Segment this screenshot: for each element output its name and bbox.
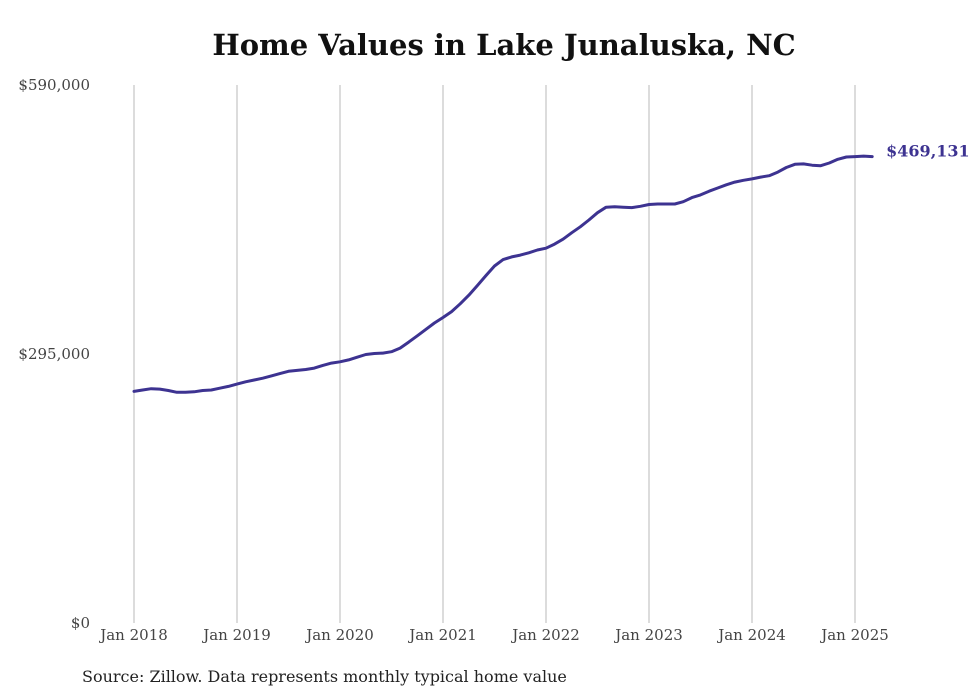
home-value-line [132,154,874,394]
x-tick-label: Jan 2023 [613,626,683,644]
x-tick-label: Jan 2025 [819,626,889,644]
x-axis-ticks: Jan 2018 Jan 2019 Jan 2020 Jan 2021 Jan 2022… [98,626,889,644]
y-tick-label: $590,000 [18,76,90,94]
x-tick-label: Jan 2020 [304,626,374,644]
x-tick-label: Jan 2019 [201,626,271,644]
y-axis-ticks: $0 $295,000 $590,000 [18,76,90,632]
y-tick-label: $0 [71,614,90,632]
x-tick-label: Jan 2018 [98,626,168,644]
vertical-gridlines [133,85,856,623]
x-tick-label: Jan 2024 [716,626,786,644]
chart-title: Home Values in Lake Junaluska, NC [212,28,796,62]
x-tick-label: Jan 2022 [510,626,580,644]
source-note: Source: Zillow. Data represents monthly … [82,667,567,686]
y-tick-label: $295,000 [18,345,90,363]
x-tick-label: Jan 2021 [407,626,477,644]
end-value-label: $469,131 [886,142,970,161]
